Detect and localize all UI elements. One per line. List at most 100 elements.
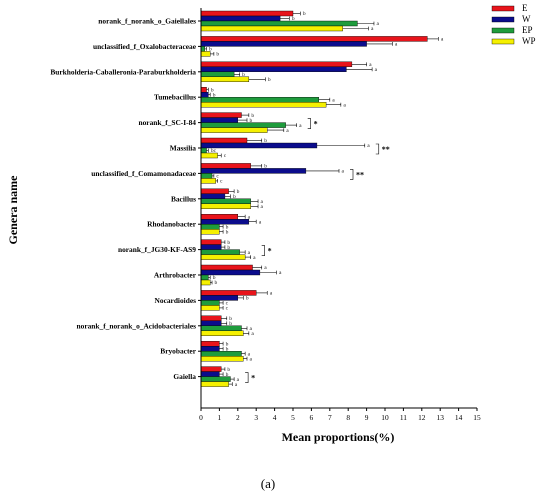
x-tick-label: 8 (346, 413, 350, 422)
bar-e (200, 315, 222, 321)
bar-w (200, 15, 281, 22)
significance-letter: b (229, 316, 232, 322)
significance-bracket (307, 118, 311, 129)
x-tick-label: 5 (291, 413, 295, 422)
significance-letter: a (299, 123, 302, 129)
significance-letter: b (226, 224, 229, 230)
significance-letter: a (369, 62, 372, 68)
significance-letter: b (242, 72, 245, 78)
significance-letter: c (220, 179, 223, 185)
x-tick-label: 12 (418, 413, 426, 422)
significance-letter: a (441, 37, 444, 43)
bar-e (200, 264, 253, 271)
bar-ep (200, 274, 209, 281)
significance-letter: a (261, 204, 264, 210)
bar-wp (200, 330, 244, 336)
bar-ep (200, 122, 286, 128)
significance-letter: a (375, 67, 378, 73)
significance-letter: b (215, 280, 218, 286)
category-label: Bryobacter (160, 347, 196, 356)
x-tick-label: 9 (365, 413, 369, 422)
category-label: norank_f_norank_o_Acidobacteriales (77, 321, 197, 330)
bar-ep (200, 351, 242, 357)
significance-bracket (261, 245, 265, 256)
x-tick-label: 4 (273, 413, 277, 422)
legend-label: E (522, 3, 528, 13)
x-tick-label: 3 (254, 413, 258, 422)
bar-wp (200, 356, 244, 362)
bar-wp (200, 279, 211, 286)
bar-ep (200, 20, 358, 27)
significance-letter: b (251, 113, 254, 119)
legend-label: WP (522, 36, 536, 46)
significance-letter: c (224, 153, 227, 159)
significance-letter: a (376, 21, 379, 27)
significance-letter: a (286, 128, 289, 134)
legend-swatch-w (491, 16, 515, 23)
significance-letter: b (227, 240, 230, 246)
significance-letter: a (343, 102, 346, 108)
category-label: Nocardioides (155, 296, 197, 305)
y-axis-title: Genera name (6, 175, 20, 245)
significance-letter: b (264, 164, 267, 170)
significance-letter: b (229, 321, 232, 327)
significance-letter: a (248, 214, 251, 220)
bar-w (200, 269, 261, 276)
category-label: norank_f_norank_o_Gaiellales (98, 17, 196, 26)
bar-ep (200, 71, 235, 78)
category-label: Arthrobacter (154, 271, 197, 280)
significance-letter: a (250, 326, 253, 332)
significance-letter: b (226, 229, 229, 235)
bar-ep (200, 249, 240, 255)
bar-e (200, 36, 428, 42)
bar-ep (200, 147, 207, 154)
significance-letter: b (233, 194, 236, 200)
bar-ep (200, 198, 251, 205)
significance-letter: a (279, 270, 282, 276)
bar-ep (200, 46, 205, 52)
bar-wp (200, 254, 246, 260)
category-label: norank_f_SC-I-84 (139, 118, 197, 127)
bar-wp (200, 127, 268, 133)
significance-letter: b (226, 372, 229, 378)
bar-e (200, 10, 294, 17)
significance-letter: a (251, 331, 254, 337)
bars-layer (200, 10, 428, 387)
bar-w (200, 295, 238, 301)
bar-wp (200, 101, 327, 108)
significance-letter: b (292, 16, 295, 22)
bar-e (200, 61, 353, 67)
significance-letter: b (226, 346, 229, 352)
significance-letter: b (209, 47, 212, 53)
significance-letter: a (248, 250, 251, 256)
significance-letter: a (259, 219, 262, 225)
bar-e (200, 213, 238, 220)
x-tick-label: 6 (310, 413, 314, 422)
category-label: Bacillus (171, 194, 196, 203)
x-tick-label: 2 (236, 413, 240, 422)
bar-w (200, 41, 367, 47)
x-ticks-layer: 0 1 2 3 4 5 6 7 8 9 10 11 12 13 14 15 (199, 408, 481, 422)
significance-letter: a (367, 143, 370, 149)
bar-e (200, 163, 251, 169)
legend-swatch-wp (491, 38, 515, 45)
category-label: Tumebacillus (154, 93, 196, 102)
significance-letters-layer: bbaaaabbaabbbbaabbaababccbaccbbaaaabbbba… (209, 11, 444, 388)
significance-letter: a (270, 291, 273, 297)
significance-letter: a (261, 199, 264, 205)
significance-star: ** (382, 145, 390, 154)
x-tick-label: 15 (473, 413, 481, 422)
x-tick-label: 10 (381, 413, 389, 422)
significance-star: * (314, 120, 318, 129)
significance-letter: b (216, 52, 219, 58)
significance-letter: a (250, 356, 253, 362)
significance-star: ** (356, 170, 364, 179)
significance-letter: b (250, 118, 253, 124)
bar-e (200, 239, 222, 245)
category-label: Burkholderia-Caballeronia-Paraburkholder… (50, 67, 196, 76)
x-tick-label: 7 (328, 413, 332, 422)
significance-star: * (251, 374, 255, 383)
significance-letter: b (227, 245, 230, 251)
significance-letter: b (213, 275, 216, 281)
